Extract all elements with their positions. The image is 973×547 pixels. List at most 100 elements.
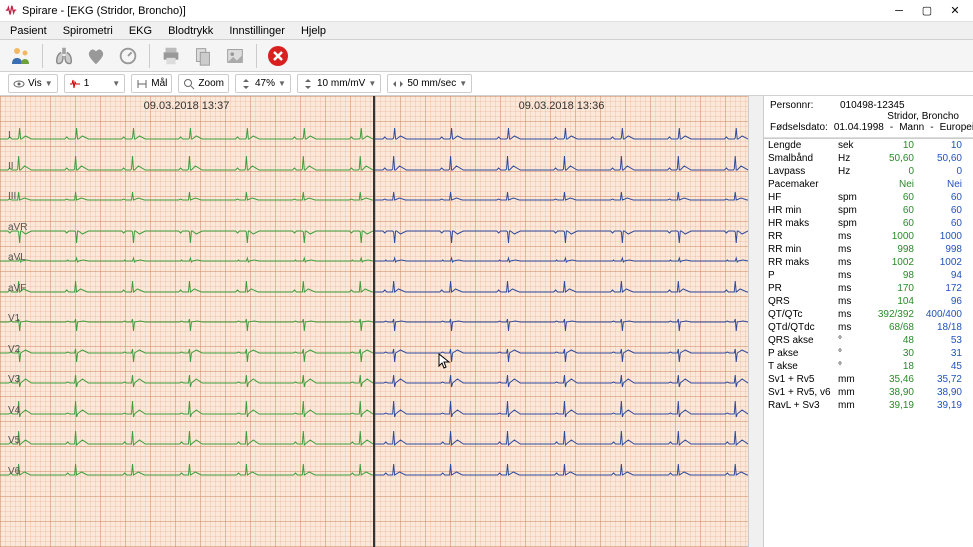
maximize-button[interactable]: ▢ <box>913 2 941 20</box>
ecg-trace-aVF <box>375 277 748 307</box>
vis-label: Vis <box>28 78 42 89</box>
menu-ekg[interactable]: EKG <box>121 23 160 39</box>
patient-icon[interactable] <box>6 42 36 70</box>
ecg-trace-V4 <box>375 399 748 429</box>
ecg-trace-V4 <box>0 399 373 429</box>
birth-value: 01.04.1998 <box>834 122 884 133</box>
print-icon[interactable] <box>156 42 186 70</box>
ecg-trace-I <box>0 124 373 154</box>
table-row: SmalbåndHz50,6050,60 <box>764 152 973 165</box>
menu-hjelp[interactable]: Hjelp <box>293 23 334 39</box>
table-row: QRS akse°4853 <box>764 334 973 347</box>
table-row: PacemakerNeiNei <box>764 178 973 191</box>
vertical-scrollbar[interactable] <box>748 96 763 547</box>
ecg-trace-V1 <box>0 307 373 337</box>
lead-label-V3: V3 <box>8 374 20 385</box>
channel-selector[interactable]: 1▼ <box>64 74 126 93</box>
ecg-trace-aVL <box>0 246 373 276</box>
amplitude-selector[interactable]: 10 mm/mV▼ <box>297 74 381 93</box>
lead-label-V6: V6 <box>8 466 20 477</box>
ecg-trace-II <box>375 155 748 185</box>
menubar: PasientSpirometriEKGBlodtrykkInnstilling… <box>0 22 973 40</box>
ecg-trace-V6 <box>0 460 373 490</box>
menu-spirometri[interactable]: Spirometri <box>55 23 121 39</box>
sex-value: Mann <box>899 122 924 133</box>
close-record-icon[interactable] <box>263 42 293 70</box>
table-row: QRSms10496 <box>764 295 973 308</box>
lead-label-aVR: aVR <box>8 222 27 233</box>
lead-label-V4: V4 <box>8 405 20 416</box>
speed-selector[interactable]: 50 mm/sec▼ <box>387 74 472 93</box>
lead-label-I: I <box>8 130 11 141</box>
vis-selector[interactable]: Vis▼ <box>8 74 58 93</box>
amp-icon <box>302 78 314 90</box>
table-row: RR maksms10021002 <box>764 256 973 269</box>
heart-icon[interactable] <box>81 42 111 70</box>
menu-innstillinger[interactable]: Innstillinger <box>221 23 293 39</box>
image-icon[interactable] <box>220 42 250 70</box>
table-row: PRms170172 <box>764 282 973 295</box>
ecg-trace-V2 <box>375 338 748 368</box>
ecg-trace-I <box>375 124 748 154</box>
table-row: Sv1 + Rv5, v6mm38,9038,90 <box>764 386 973 399</box>
bloodpressure-icon[interactable] <box>113 42 143 70</box>
lead-label-II: II <box>8 161 14 172</box>
patient-header: Personnr:010498-12345 Stridor, Broncho F… <box>764 96 973 138</box>
table-row: QTd/QTdcms68/6818/18 <box>764 321 973 334</box>
titlebar: Spirare - [EKG (Stridor, Broncho)] ─ ▢ ✕ <box>0 0 973 22</box>
ethnicity-value: Europeisk <box>940 122 973 133</box>
lead-label-aVL: aVL <box>8 252 26 263</box>
timestamp-left: 09.03.2018 13:37 <box>144 100 230 112</box>
patient-name: Stridor, Broncho <box>770 111 967 122</box>
table-row: Lengdesek1010 <box>764 139 973 152</box>
table-row: RavL + Sv3mm39,1939,19 <box>764 399 973 412</box>
table-row: HFspm6060 <box>764 191 973 204</box>
table-row: HR maksspm6060 <box>764 217 973 230</box>
ecg-trace-V5 <box>0 429 373 459</box>
lead-label-aVF: aVF <box>8 283 26 294</box>
zoom-icon <box>183 78 195 90</box>
zoom-tool[interactable]: Zoom <box>178 74 229 93</box>
lead-label-III: III <box>8 191 16 202</box>
lungs-icon[interactable] <box>49 42 79 70</box>
controlbar: Vis▼ 1▼ Mål Zoom 47%▼ 10 mm/mV▼ 50 mm/se… <box>0 72 973 96</box>
ecg-viewer[interactable]: 09.03.2018 13:37 IIIIIIaVRaVLaVFV1V2V3V4… <box>0 96 748 547</box>
channel-label: 1 <box>84 78 90 89</box>
ecg-trace-V5 <box>375 429 748 459</box>
gain-selector[interactable]: 47%▼ <box>235 74 291 93</box>
ecg-trace-aVR <box>375 216 748 246</box>
lead-label-V5: V5 <box>8 435 20 446</box>
window-title: Spirare - [EKG (Stridor, Broncho)] <box>22 5 885 17</box>
app-icon <box>4 4 18 18</box>
table-row: RRms10001000 <box>764 230 973 243</box>
close-button[interactable]: ✕ <box>941 2 969 20</box>
ecg-trace-V3 <box>0 368 373 398</box>
menu-blodtrykk[interactable]: Blodtrykk <box>160 23 221 39</box>
main-area: 09.03.2018 13:37 IIIIIIaVRaVLaVFV1V2V3V4… <box>0 96 973 547</box>
table-row: LavpassHz00 <box>764 165 973 178</box>
ecg-trace-aVR <box>0 216 373 246</box>
table-row: QT/QTcms392/392400/400 <box>764 308 973 321</box>
table-row: RR minms998998 <box>764 243 973 256</box>
personnr-label: Personnr: <box>770 100 840 111</box>
wave-icon <box>69 78 81 90</box>
export-icon[interactable] <box>188 42 218 70</box>
ecg-trace-III <box>0 185 373 215</box>
table-row: Pms9894 <box>764 269 973 282</box>
ecg-trace-II <box>0 155 373 185</box>
ecg-panel-left[interactable]: 09.03.2018 13:37 IIIIIIaVRaVLaVFV1V2V3V4… <box>0 96 375 547</box>
ecg-trace-V6 <box>375 460 748 490</box>
table-row: Sv1 + Rv5mm35,4635,72 <box>764 373 973 386</box>
toolbar <box>0 40 973 72</box>
lead-label-V2: V2 <box>8 344 20 355</box>
menu-pasient[interactable]: Pasient <box>2 23 55 39</box>
table-row: T akse°1845 <box>764 360 973 373</box>
measure-tool[interactable]: Mål <box>131 74 172 93</box>
speed-icon <box>392 78 404 90</box>
table-row: P akse°3031 <box>764 347 973 360</box>
minimize-button[interactable]: ─ <box>885 2 913 20</box>
table-row: HR minspm6060 <box>764 204 973 217</box>
ecg-trace-III <box>375 185 748 215</box>
birth-label: Fødselsdato: <box>770 122 828 133</box>
ecg-panel-right[interactable]: 09.03.2018 13:36 <box>375 96 748 547</box>
